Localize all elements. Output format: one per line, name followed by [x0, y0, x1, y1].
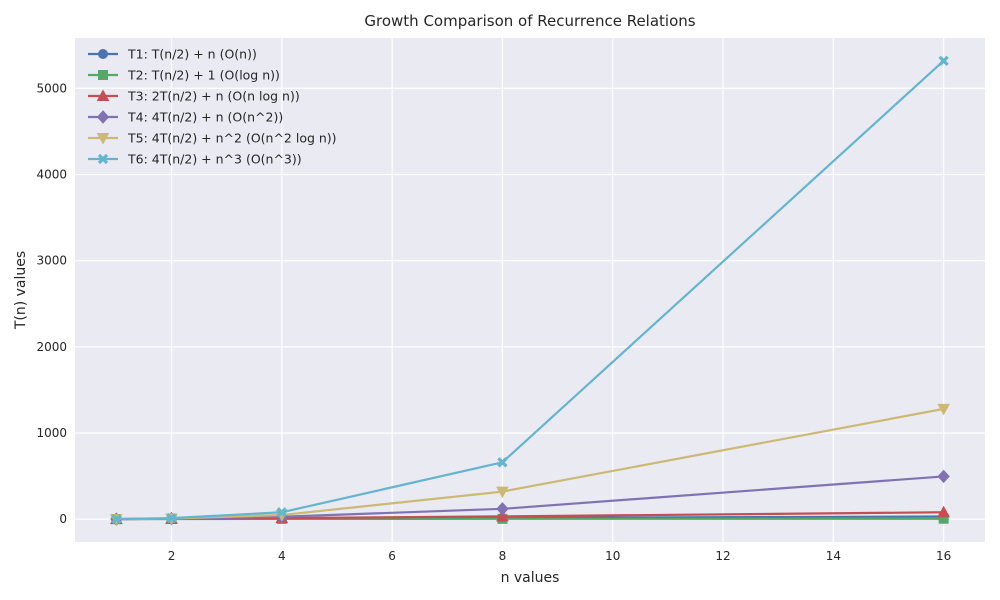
- legend-item: T2: T(n/2) + 1 (O(log n)): [88, 68, 280, 83]
- data-point-marker: [497, 457, 508, 468]
- x-tick-label: 12: [715, 549, 730, 563]
- data-point-marker: [496, 502, 509, 516]
- y-tick-label: 0: [59, 512, 67, 526]
- data-point-marker: [111, 513, 122, 525]
- legend-label: T2: T(n/2) + 1 (O(log n)): [127, 68, 280, 83]
- legend-item: T4: 4T(n/2) + n (O(n^2)): [88, 110, 283, 125]
- x-tick-label: 2: [168, 549, 176, 563]
- x-tick-label: 16: [936, 549, 951, 563]
- legend-item: T3: 2T(n/2) + n (O(n log n)): [88, 89, 300, 104]
- legend-marker: [97, 153, 109, 165]
- series-layer: [110, 55, 950, 526]
- legend-marker: [96, 133, 110, 145]
- data-point-marker: [276, 507, 287, 518]
- y-axis-label: T(n) values: [13, 251, 29, 330]
- legend-item: T6: 4T(n/2) + n^3 (O(n^3)): [88, 152, 302, 167]
- x-tick-label: 6: [388, 549, 396, 563]
- y-tick-label: 3000: [36, 254, 67, 268]
- legend-label: T4: 4T(n/2) + n (O(n^2)): [127, 110, 283, 125]
- y-tick-label: 2000: [36, 340, 67, 354]
- x-tick-labels: 2 4 6 8 10 12 14 16: [168, 549, 952, 563]
- legend-marker: [96, 89, 110, 101]
- legend-label: T6: 4T(n/2) + n^3 (O(n^3)): [127, 152, 302, 167]
- legend-marker: [98, 70, 108, 80]
- series-6: [111, 55, 949, 525]
- x-tick-label: 4: [278, 549, 286, 563]
- y-tick-label: 5000: [36, 81, 67, 95]
- x-tick-label: 14: [826, 549, 841, 563]
- y-tick-label: 4000: [36, 168, 67, 182]
- data-point-marker: [496, 509, 509, 522]
- data-point-marker: [938, 55, 949, 66]
- legend-label: T3: 2T(n/2) + n (O(n log n)): [127, 89, 300, 104]
- legend: T1: T(n/2) + n (O(n)) T2: T(n/2) + 1 (O(l…: [88, 47, 337, 167]
- data-point-marker: [937, 505, 950, 518]
- legend-marker: [96, 110, 110, 124]
- legend-label: T1: T(n/2) + n (O(n)): [127, 47, 257, 62]
- x-axis-label: n values: [501, 570, 560, 586]
- x-tick-label: 8: [499, 549, 507, 563]
- legend-marker: [98, 49, 108, 59]
- legend-label: T5: 4T(n/2) + n^2 (O(n^2 log n)): [127, 131, 337, 146]
- data-point-marker: [937, 403, 950, 416]
- chart-title: Growth Comparison of Recurrence Relation…: [364, 12, 695, 30]
- y-tick-labels: 0 1000 2000 3000 4000 5000: [36, 81, 67, 526]
- data-point-marker: [496, 486, 509, 499]
- legend-item: T1: T(n/2) + n (O(n)): [88, 47, 257, 62]
- data-point-marker: [937, 469, 950, 484]
- y-tick-label: 1000: [36, 426, 67, 440]
- x-tick-label: 10: [605, 549, 620, 563]
- data-point-marker: [166, 513, 177, 524]
- legend-item: T5: 4T(n/2) + n^2 (O(n^2 log n)): [88, 131, 337, 146]
